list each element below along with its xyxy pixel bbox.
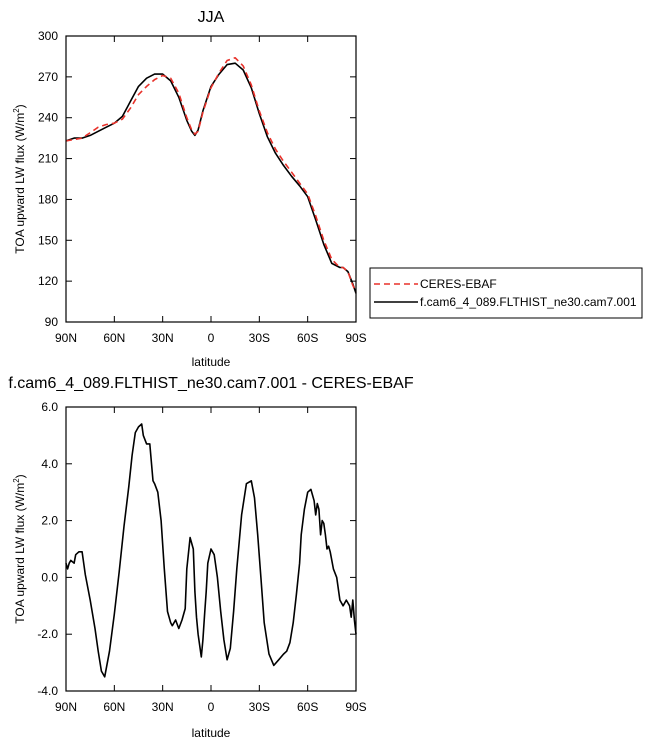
bottom-x-tick-label: 60S <box>297 700 318 714</box>
bottom-y-tick-label: 0.0 <box>41 570 58 584</box>
top-y-tick-label: 150 <box>38 233 58 247</box>
legend-box <box>369 267 643 319</box>
bottom-x-tick-label: 30S <box>249 700 270 714</box>
legend-label-ceres: CERES-EBAF <box>420 277 497 291</box>
top-y-axis-label: TOA upward LW flux (W/m2) <box>12 104 27 253</box>
top-panel: JJA 90N 60N 30N 0 30S 60S 90S 90 120 150 180 210 240… <box>12 9 367 369</box>
top-x-tick-label: 60S <box>297 331 318 345</box>
bottom-x-tick-label: 90N <box>55 700 77 714</box>
top-series-line-0 <box>65 56 357 293</box>
bottom-x-tick-label: 0 <box>208 700 215 714</box>
top-y-tick-label: 180 <box>38 192 58 206</box>
top-series-line-1 <box>65 62 357 294</box>
bottom-y-tick-label: 2.0 <box>41 514 58 528</box>
top-y-tick-label: 210 <box>38 152 58 166</box>
top-x-axis-label: latitude <box>192 355 231 369</box>
bottom-x-tick-label: 30N <box>152 700 174 714</box>
top-y-tick-label: 240 <box>38 111 58 125</box>
top-x-tick-label: 30S <box>249 331 270 345</box>
bottom-x-tick-label: 60N <box>103 700 125 714</box>
top-y-tick-label: 300 <box>38 29 58 43</box>
bottom-x-axis-label: latitude <box>192 726 231 740</box>
top-x-tick-label: 0 <box>208 331 215 345</box>
top-chart-title: JJA <box>198 9 225 26</box>
bottom-chart-title: f.cam6_4_089.FLTHIST_ne30.cam7.001 - CER… <box>8 375 413 392</box>
top-y-tick-label: 270 <box>38 70 58 84</box>
bottom-y-tick-label: 6.0 <box>41 400 58 414</box>
top-x-tick-label: 30N <box>152 331 174 345</box>
bottom-x-tick-label: 90S <box>345 700 366 714</box>
top-x-tick-label: 90S <box>345 331 366 345</box>
bottom-panel: f.cam6_4_089.FLTHIST_ne30.cam7.001 - CER… <box>8 375 413 740</box>
top-plot-frame <box>65 35 357 323</box>
top-y-tick-label: 120 <box>38 274 58 288</box>
bottom-y-tick-label: -4.0 <box>37 684 58 698</box>
bottom-y-tick-label: -2.0 <box>37 627 58 641</box>
bottom-y-axis-label: TOA upward LW flux (W/m2) <box>12 474 27 623</box>
top-y-tick-label: 90 <box>45 315 59 329</box>
bottom-y-tick-label: 4.0 <box>41 457 58 471</box>
legend-label-model: f.cam6_4_089.FLTHIST_ne30.cam7.001 <box>420 295 637 309</box>
top-x-tick-label: 60N <box>103 331 125 345</box>
top-x-tick-label: 90N <box>55 331 77 345</box>
bottom-series-line-0 <box>65 423 357 678</box>
legend: CERES-EBAF f.cam6_4_089.FLTHIST_ne30.cam… <box>369 267 643 319</box>
